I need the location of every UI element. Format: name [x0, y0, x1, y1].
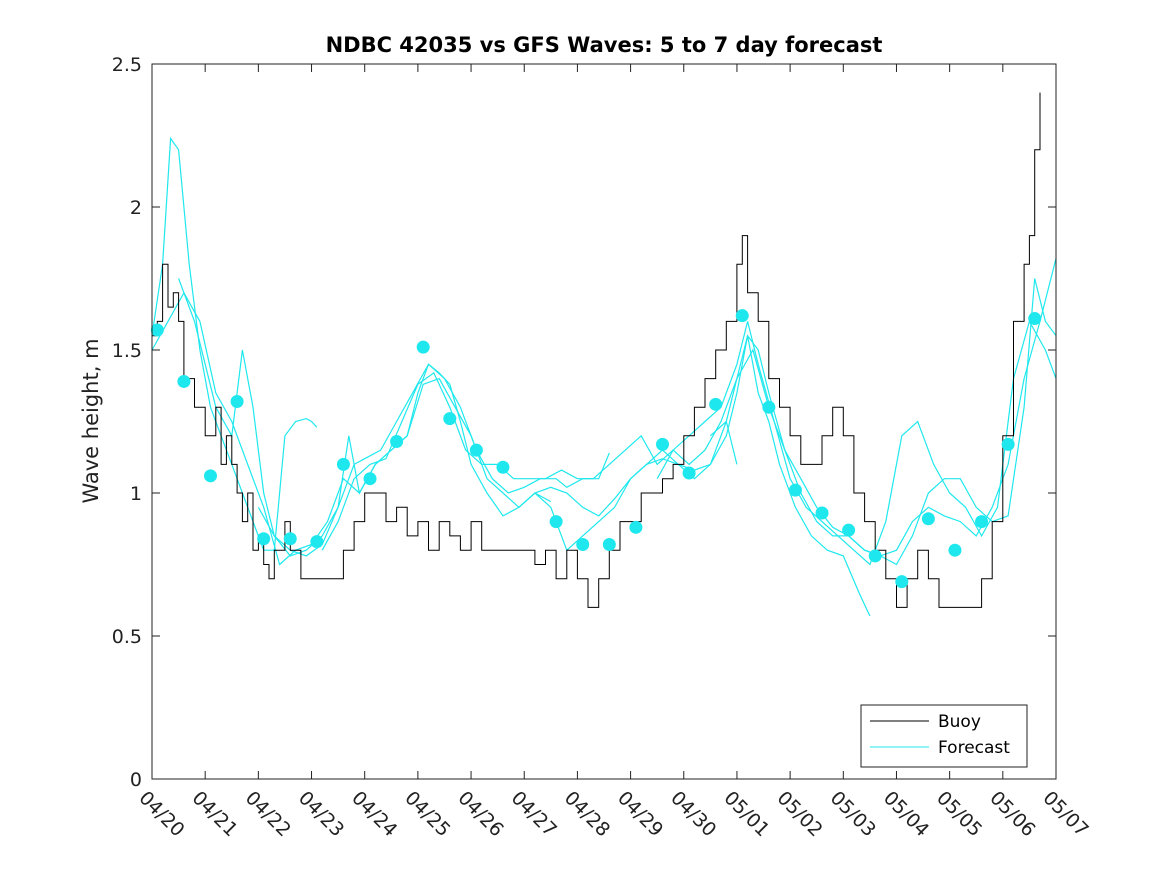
y-tick-label: 1 [130, 483, 142, 505]
forecast-point [948, 543, 962, 557]
forecast-point [1028, 312, 1042, 326]
forecast-line-5 [321, 335, 871, 617]
x-tick-label: 05/05 [932, 787, 986, 841]
forecast-point [1001, 437, 1015, 451]
forecast-point [257, 532, 271, 546]
forecast-point [842, 523, 856, 537]
x-tick-label: 04/27 [507, 787, 561, 841]
forecast-point [868, 549, 882, 563]
x-tick-label: 04/25 [400, 787, 454, 841]
buoy-line-group [152, 92, 1041, 608]
axes-box [151, 63, 1057, 780]
forecast-point [443, 412, 457, 426]
forecast-point [416, 340, 430, 354]
x-tick-label: 04/22 [241, 787, 295, 841]
forecast-point [735, 309, 749, 323]
forecast-point [709, 397, 723, 411]
x-tick-label: 04/24 [347, 787, 401, 841]
legend: Buoy Forecast [860, 704, 1028, 768]
chart-title: NDBC 42035 vs GFS Waves: 5 to 7 day fore… [326, 33, 883, 57]
forecast-point [576, 537, 590, 551]
x-tick-label: 05/03 [826, 787, 880, 841]
buoy-line [152, 92, 1041, 608]
y-tick-label: 1.5 [112, 340, 142, 362]
forecast-point [336, 457, 350, 471]
forecast-line-4 [257, 363, 738, 557]
legend-buoy-label: Buoy [938, 712, 981, 732]
forecast-point [762, 400, 776, 414]
x-tick-label: 04/29 [613, 787, 667, 841]
y-tick-label: 0.5 [112, 626, 142, 648]
forecast-lines [151, 136, 1057, 617]
forecast-points [150, 309, 1042, 589]
forecast-point [310, 535, 324, 549]
forecast-point [655, 437, 669, 451]
forecast-point [921, 512, 935, 526]
forecast-point [549, 515, 563, 529]
x-tick-label: 05/07 [1038, 787, 1092, 841]
forecast-line-8 [709, 278, 1057, 566]
forecast-point [283, 532, 297, 546]
forecast-point [390, 435, 404, 449]
y-tick-label: 0 [130, 769, 142, 791]
x-tick-label: 05/01 [719, 787, 773, 841]
forecast-point [230, 394, 244, 408]
x-tick-label: 04/23 [294, 787, 348, 841]
forecast-point [629, 520, 643, 534]
y-axis-ticks: 0 0.5 1 1.5 2 2.5 [112, 54, 1056, 791]
forecast-point [469, 443, 483, 457]
x-tick-label: 05/02 [773, 787, 827, 841]
x-tick-label: 05/06 [985, 787, 1039, 841]
x-tick-label: 04/26 [454, 787, 508, 841]
axes [151, 63, 1057, 780]
forecast-point [602, 537, 616, 551]
forecast-point [496, 460, 510, 474]
forecast-point [682, 466, 696, 480]
y-tick-label: 2.5 [112, 54, 142, 76]
forecast-line-7 [656, 319, 1057, 566]
y-axis-label: Wave height, m [79, 338, 103, 503]
forecast-point [895, 575, 909, 589]
forecast-point [363, 472, 377, 486]
legend-box [860, 704, 1028, 768]
x-tick-label: 04/21 [188, 787, 242, 841]
forecast-point [815, 506, 829, 520]
y-tick-label: 2 [130, 197, 142, 219]
forecast-point [150, 323, 164, 337]
legend-forecast-label: Forecast [938, 738, 1010, 758]
x-tick-label: 04/20 [134, 787, 188, 841]
x-tick-label: 04/28 [560, 787, 614, 841]
forecast-point [975, 515, 989, 529]
x-tick-label: 05/04 [879, 787, 933, 841]
plot-area [152, 64, 1056, 779]
x-tick-label: 04/30 [666, 787, 720, 841]
forecast-point [177, 374, 191, 388]
forecast-point [788, 483, 802, 497]
forecast-point [203, 469, 217, 483]
plot-background [152, 64, 1056, 779]
